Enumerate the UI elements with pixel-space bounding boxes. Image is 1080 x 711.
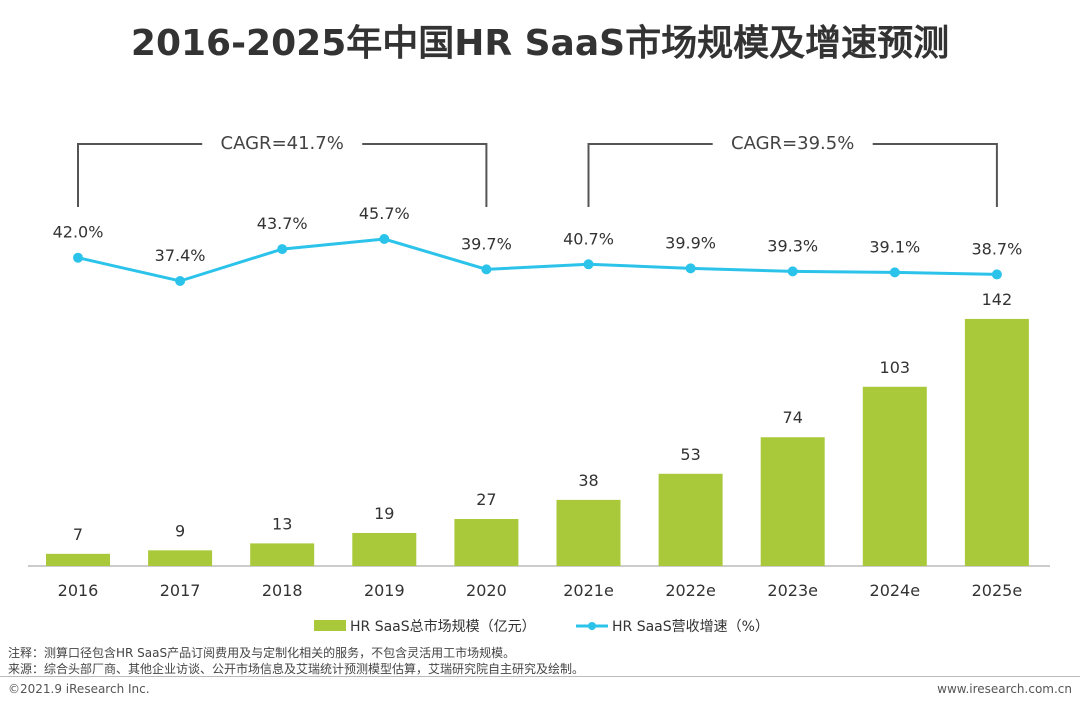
x-tick-label: 2016 [58,581,99,600]
x-tick-label: 2020 [466,581,507,600]
legend-bar-label: HR SaaS总市场规模（亿元） [350,618,536,635]
cagr-bracket [77,143,203,207]
bar-label: 7 [73,525,83,544]
x-tick-label: 2024e [870,581,921,600]
line-label: 37.4% [155,246,206,265]
bar-label: 13 [272,514,292,533]
line-label: 39.1% [869,237,920,256]
line-label: 39.3% [767,236,818,255]
line-point [889,267,900,278]
bar-label: 9 [175,521,185,540]
line-label: 38.7% [971,239,1022,258]
bar [352,532,417,566]
bar-label: 142 [982,290,1013,309]
bar [250,543,315,566]
bar [862,386,927,566]
x-tick-label: 2018 [262,581,303,600]
line-label: 45.7% [359,204,410,223]
line-label: 42.0% [53,223,104,242]
line-point [277,244,288,255]
legend-bar-swatch [314,620,346,631]
source-note: 来源：综合头部厂商、其他企业访谈、公开市场信息及艾瑞统计预测模型估算，艾瑞研究院… [8,662,585,676]
bar-label: 74 [783,408,803,427]
website: www.iresearch.com.cn [937,682,1072,696]
line-point [175,275,186,286]
bar-label: 53 [680,445,700,464]
x-tick-label: 2022e [665,581,716,600]
bar [760,437,825,566]
cagr-label: CAGR=39.5% [731,133,854,154]
line-label: 39.9% [665,233,716,252]
line-label: 40.7% [563,229,614,248]
bar-label: 103 [880,358,911,377]
line-label: 43.7% [257,214,308,233]
cagr-bracket [872,143,998,207]
cagr-bracket [362,143,488,207]
line-point [991,269,1002,280]
line-point [787,266,798,277]
divider [0,676,1080,677]
line-point [379,234,390,244]
x-tick-label: 2021e [563,581,614,600]
bar-label: 19 [374,504,394,523]
chart-title: 2016-2025年中国HR SaaS市场规模及增速预测 [130,23,950,64]
x-tick-label: 2017 [160,581,201,600]
x-tick-label: 2019 [364,581,405,600]
bar [658,473,723,566]
bar [964,318,1029,566]
cagr-label: CAGR=41.7% [221,133,344,154]
x-tick-label: 2023e [767,581,818,600]
legend-line-marker [588,622,596,630]
bar-label: 38 [578,471,598,490]
growth-line [77,237,997,283]
cagr-bracket [587,143,713,207]
copyright: ©2021.9 iResearch Inc. [8,682,150,696]
bar-label: 27 [476,490,496,509]
line-point [481,264,492,275]
footnote: 注释：测算口径包含HR SaaS产品订阅费用及与定制化相关的服务，不包含灵活用工… [8,646,516,660]
legend-line-label: HR SaaS营收增速（%） [612,619,769,635]
x-tick-label: 2025e [972,581,1023,600]
bar [454,519,519,566]
line-point [583,259,594,270]
bar [46,553,110,566]
line-point [685,263,696,274]
line-label: 39.7% [461,234,512,253]
line-point [73,252,83,263]
bar [556,499,621,566]
bar [148,550,213,566]
